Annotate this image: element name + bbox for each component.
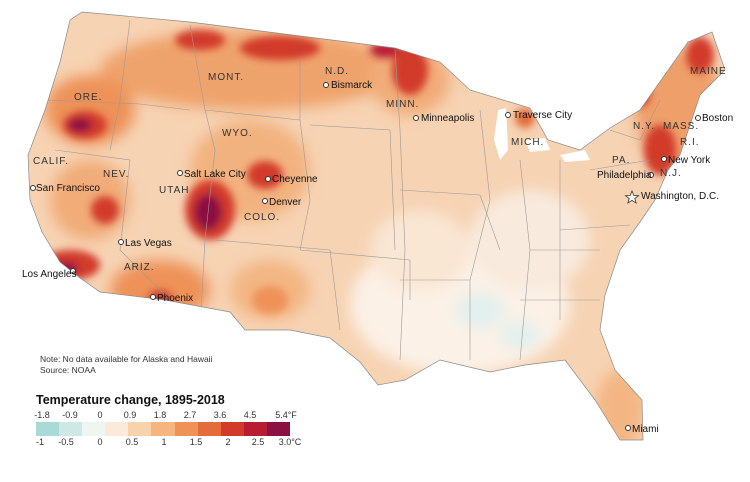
- state-label-pa: PA.: [612, 155, 630, 166]
- f-tick: 3.6: [213, 410, 227, 420]
- city-label-denver: Denver: [269, 197, 302, 208]
- city-dot-minneapolis: [413, 115, 419, 121]
- legend-swatch: [151, 422, 176, 436]
- city-dot-miami: [625, 425, 631, 431]
- city-dot-boston: [695, 115, 701, 121]
- state-label-nev: NEV.: [103, 169, 129, 180]
- note-source: Source: NOAA: [40, 365, 96, 375]
- city-label-phoenix: Phoenix: [157, 293, 193, 304]
- c-tick: 2: [225, 437, 231, 447]
- city-dot-traverse-city: [505, 112, 511, 118]
- city-label-new-york: New York: [668, 155, 711, 166]
- state-label-ariz: ARIZ.: [124, 262, 155, 273]
- city-dot-philadelphia: [648, 172, 654, 178]
- legend-swatch: [174, 422, 199, 436]
- legend-title: Temperature change, 1895-2018: [36, 393, 225, 407]
- c-tick: 3.0°C: [278, 437, 302, 447]
- city-dot-san-francisco: [30, 185, 36, 191]
- legend-swatch: [220, 422, 245, 436]
- legend-swatch: [36, 422, 60, 436]
- celsius-ticks: -1 -0.5 0 0.5 1 1.5 2 2.5 3.0°C: [36, 437, 316, 449]
- state-borders: [44, 19, 661, 361]
- city-label-las-vegas: Las Vegas: [125, 238, 172, 249]
- f-tick: 2.7: [183, 410, 197, 420]
- f-tick: 5.4°F: [275, 410, 297, 420]
- legend-swatch: [197, 422, 222, 436]
- state-label-minn: MINN.: [386, 99, 419, 110]
- city-dot-cheyenne: [265, 176, 271, 182]
- state-label-nd: N.D.: [325, 66, 349, 77]
- city-dot-denver: [262, 198, 268, 204]
- f-tick: -1.8: [34, 410, 50, 420]
- city-label-san-francisco: San Francisco: [36, 183, 100, 194]
- city-label-cheyenne: Cheyenne: [272, 174, 318, 185]
- legend: Temperature change, 1895-2018 -1.8 -0.9 …: [34, 393, 316, 449]
- city-label-bismarck: Bismarck: [331, 80, 373, 91]
- map-note: Note: No data available for Alaska and H…: [40, 354, 212, 376]
- state-label-calif: CALIF.: [33, 156, 69, 167]
- f-tick: 0: [97, 410, 103, 420]
- note-no-data: Note: No data available for Alaska and H…: [40, 354, 213, 364]
- c-tick: 0.5: [125, 437, 139, 447]
- city-markers: [30, 82, 701, 431]
- city-labels: Bismarck Minneapolis Traverse City Bosto…: [22, 80, 733, 435]
- fahrenheit-ticks: -1.8 -0.9 0 0.9 1.8 2.7 3.6 4.5 5.4°F: [34, 410, 316, 422]
- city-dot-los-angeles: [70, 268, 76, 274]
- city-label-salt-lake-city: Salt Lake City: [184, 169, 246, 180]
- state-label-ri: R.I.: [680, 137, 700, 148]
- capital-star-icon: [624, 189, 640, 204]
- city-dot-phoenix: [150, 294, 156, 300]
- legend-swatch: [266, 422, 291, 436]
- state-label-colo: COLO.: [244, 212, 280, 223]
- state-labels: ORE. CALIF. NEV. MONT. WYO. UTAH COLO. A…: [33, 66, 727, 273]
- state-label-ore: ORE.: [74, 92, 102, 103]
- c-tick: -1: [35, 437, 45, 447]
- legend-swatch: [105, 422, 129, 436]
- f-tick: 1.8: [153, 410, 167, 420]
- legend-swatch: [82, 422, 106, 436]
- city-label-miami: Miami: [632, 424, 659, 435]
- legend-swatches: [36, 422, 316, 436]
- city-label-washington-dc: Washington, D.C.: [641, 191, 719, 202]
- state-label-utah: UTAH: [159, 185, 189, 196]
- legend-swatch: [243, 422, 268, 436]
- city-label-boston: Boston: [702, 113, 733, 124]
- state-label-mont: MONT.: [208, 72, 244, 83]
- c-tick: 0: [97, 437, 103, 447]
- state-label-nj: N.J.: [660, 168, 682, 179]
- city-dot-new-york: [661, 156, 667, 162]
- city-label-minneapolis: Minneapolis: [421, 113, 474, 124]
- city-dot-bismarck: [323, 82, 329, 88]
- legend-swatch: [128, 422, 152, 436]
- city-label-philadelphia: Philadelphia: [597, 170, 652, 181]
- legend-swatch: [59, 422, 83, 436]
- city-dot-salt-lake-city: [177, 170, 183, 176]
- city-label-traverse-city: Traverse City: [513, 110, 572, 121]
- state-label-mass: MASS.: [663, 121, 699, 132]
- city-label-los-angeles: Los Angeles: [22, 269, 77, 280]
- f-tick: -0.9: [62, 410, 78, 420]
- city-dot-las-vegas: [118, 239, 124, 245]
- state-label-maine: MAINE: [690, 66, 727, 77]
- state-label-ny: N.Y.: [633, 121, 655, 132]
- f-tick: 4.5: [243, 410, 257, 420]
- c-tick: 2.5: [251, 437, 265, 447]
- state-label-mich: MICH.: [511, 137, 544, 148]
- state-label-wyo: WYO.: [222, 128, 253, 139]
- c-tick: -0.5: [58, 437, 74, 447]
- f-tick: 0.9: [123, 410, 137, 420]
- c-tick: 1.5: [189, 437, 203, 447]
- c-tick: 1: [161, 437, 167, 447]
